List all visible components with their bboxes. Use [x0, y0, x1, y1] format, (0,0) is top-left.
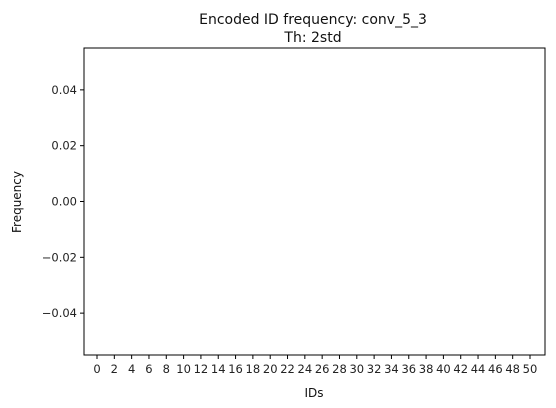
x-tick-label: 40 [436, 362, 451, 376]
x-tick-label: 2 [111, 362, 118, 376]
x-tick-label: 30 [349, 362, 364, 376]
y-tick-label: −0.04 [42, 306, 77, 320]
x-tick-label: 6 [145, 362, 152, 376]
y-tick-label: −0.02 [42, 250, 77, 264]
x-tick-label: 28 [332, 362, 347, 376]
y-axis: 0.04 0.02 0.00 −0.02 −0.04 [42, 83, 84, 320]
x-tick-label: 0 [93, 362, 100, 376]
x-tick-label: 12 [194, 362, 209, 376]
x-tick-label: 24 [298, 362, 313, 376]
x-tick-label: 22 [280, 362, 295, 376]
x-tick-label: 14 [211, 362, 226, 376]
x-tick-label: 34 [384, 362, 399, 376]
x-tick-label: 20 [263, 362, 278, 376]
x-tick-label: 10 [176, 362, 191, 376]
x-tick-label: 8 [163, 362, 170, 376]
plot-area-frame [83, 47, 546, 356]
y-tick-label: 0.02 [51, 139, 77, 153]
x-tick-label: 42 [453, 362, 468, 376]
x-tick-label: 44 [471, 362, 486, 376]
y-tick-label: 0.00 [51, 195, 77, 209]
y-tick-label: 0.04 [51, 83, 77, 97]
x-tick-label: 38 [419, 362, 434, 376]
chart-subtitle: Th: 2std [283, 30, 341, 46]
x-tick-label: 26 [315, 362, 330, 376]
x-axis-label: IDs [304, 386, 323, 400]
y-axis-label: Frequency [10, 171, 24, 233]
x-tick-label: 36 [401, 362, 416, 376]
x-tick-label: 46 [488, 362, 503, 376]
x-tick-label: 4 [128, 362, 135, 376]
x-tick-label: 16 [228, 362, 243, 376]
x-tick-label: 32 [367, 362, 382, 376]
x-tick-label: 48 [505, 362, 520, 376]
x-axis: 0 2 4 6 8 10 12 14 16 18 20 22 24 26 28 30 32 34 36 38 40 42 4… [93, 355, 537, 376]
x-tick-label: 18 [246, 362, 261, 376]
x-tick-label: 50 [523, 362, 538, 376]
chart-title: Encoded ID frequency: conv_5_3 [199, 12, 427, 28]
